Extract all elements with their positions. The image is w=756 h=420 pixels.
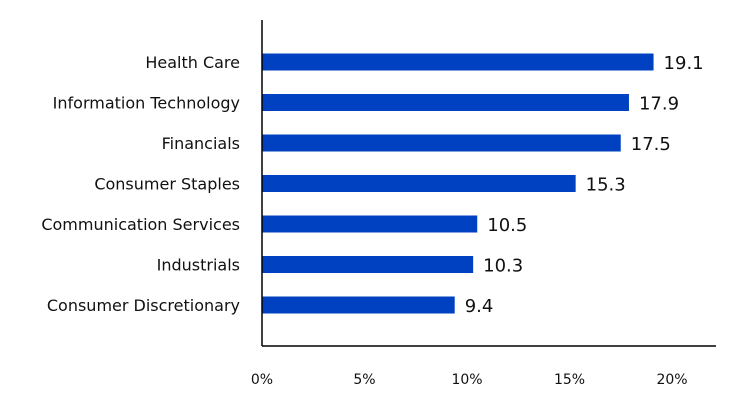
category-label: Consumer Staples (94, 175, 240, 194)
bar (262, 296, 455, 314)
x-tick-label: 10% (451, 372, 482, 388)
x-tick-label: 0% (251, 372, 273, 388)
value-label: 17.5 (631, 134, 671, 155)
value-label: 10.3 (483, 256, 523, 277)
x-tick-label: 20% (656, 372, 687, 388)
category-label: Communication Services (41, 215, 240, 234)
value-label: 9.4 (465, 296, 494, 317)
value-labels-group: 19.1 17.9 17.515.3 10.5 10.3 9.4 (465, 53, 704, 317)
category-label: Financials (162, 134, 240, 153)
x-tick-label: 5% (353, 372, 375, 388)
bar (262, 215, 478, 233)
bar (262, 256, 474, 273)
category-label: Health Care (145, 53, 240, 72)
category-label: Industrials (157, 256, 240, 275)
value-label: 17.9 (639, 94, 679, 115)
value-label: 15.3 (586, 175, 626, 196)
x-tick-labels-group: 0% 5% 10% 15% 20% (251, 372, 688, 388)
value-label: 19.1 (664, 53, 704, 74)
bar (262, 53, 654, 71)
bar (262, 94, 629, 111)
bar (262, 175, 576, 192)
value-label: 10.5 (487, 215, 527, 236)
category-label: Consumer Discretionary (47, 296, 240, 315)
bar (262, 134, 621, 152)
category-label: Information Technology (53, 94, 240, 113)
x-tick-label: 15% (554, 372, 585, 388)
bars-group (262, 53, 654, 314)
category-labels-group: Health Care Information Technology Financi… (41, 53, 240, 315)
